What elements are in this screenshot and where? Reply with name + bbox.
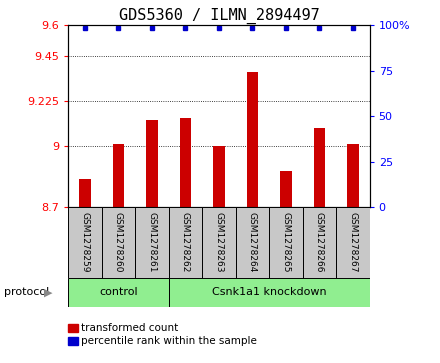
Bar <box>236 207 269 278</box>
Bar <box>180 118 191 207</box>
Title: GDS5360 / ILMN_2894497: GDS5360 / ILMN_2894497 <box>118 8 319 24</box>
Bar <box>135 207 169 278</box>
Text: GSM1278266: GSM1278266 <box>315 212 324 273</box>
Bar <box>303 207 336 278</box>
Text: GSM1278260: GSM1278260 <box>114 212 123 273</box>
Text: GSM1278267: GSM1278267 <box>348 212 357 273</box>
Bar <box>269 207 303 278</box>
Text: ▶: ▶ <box>44 287 52 297</box>
Bar <box>79 179 91 207</box>
Bar <box>68 207 102 278</box>
Bar <box>146 120 158 207</box>
Text: GSM1278259: GSM1278259 <box>81 212 89 273</box>
Bar <box>314 128 325 207</box>
Bar <box>246 72 258 207</box>
Text: GSM1278262: GSM1278262 <box>181 212 190 273</box>
Bar <box>102 207 135 278</box>
Text: GSM1278265: GSM1278265 <box>281 212 290 273</box>
Text: protocol: protocol <box>4 287 50 297</box>
Bar <box>169 207 202 278</box>
Bar <box>280 171 292 207</box>
Bar <box>113 144 124 207</box>
Text: percentile rank within the sample: percentile rank within the sample <box>81 336 257 346</box>
Bar <box>213 146 225 207</box>
Text: Csnk1a1 knockdown: Csnk1a1 knockdown <box>212 287 326 297</box>
Text: transformed count: transformed count <box>81 323 179 333</box>
Text: GSM1278264: GSM1278264 <box>248 212 257 273</box>
Bar <box>347 144 359 207</box>
Text: GSM1278261: GSM1278261 <box>147 212 157 273</box>
Bar <box>202 207 236 278</box>
Bar <box>169 278 370 307</box>
Bar <box>68 278 169 307</box>
Text: GSM1278263: GSM1278263 <box>214 212 224 273</box>
Text: control: control <box>99 287 138 297</box>
Bar <box>336 207 370 278</box>
